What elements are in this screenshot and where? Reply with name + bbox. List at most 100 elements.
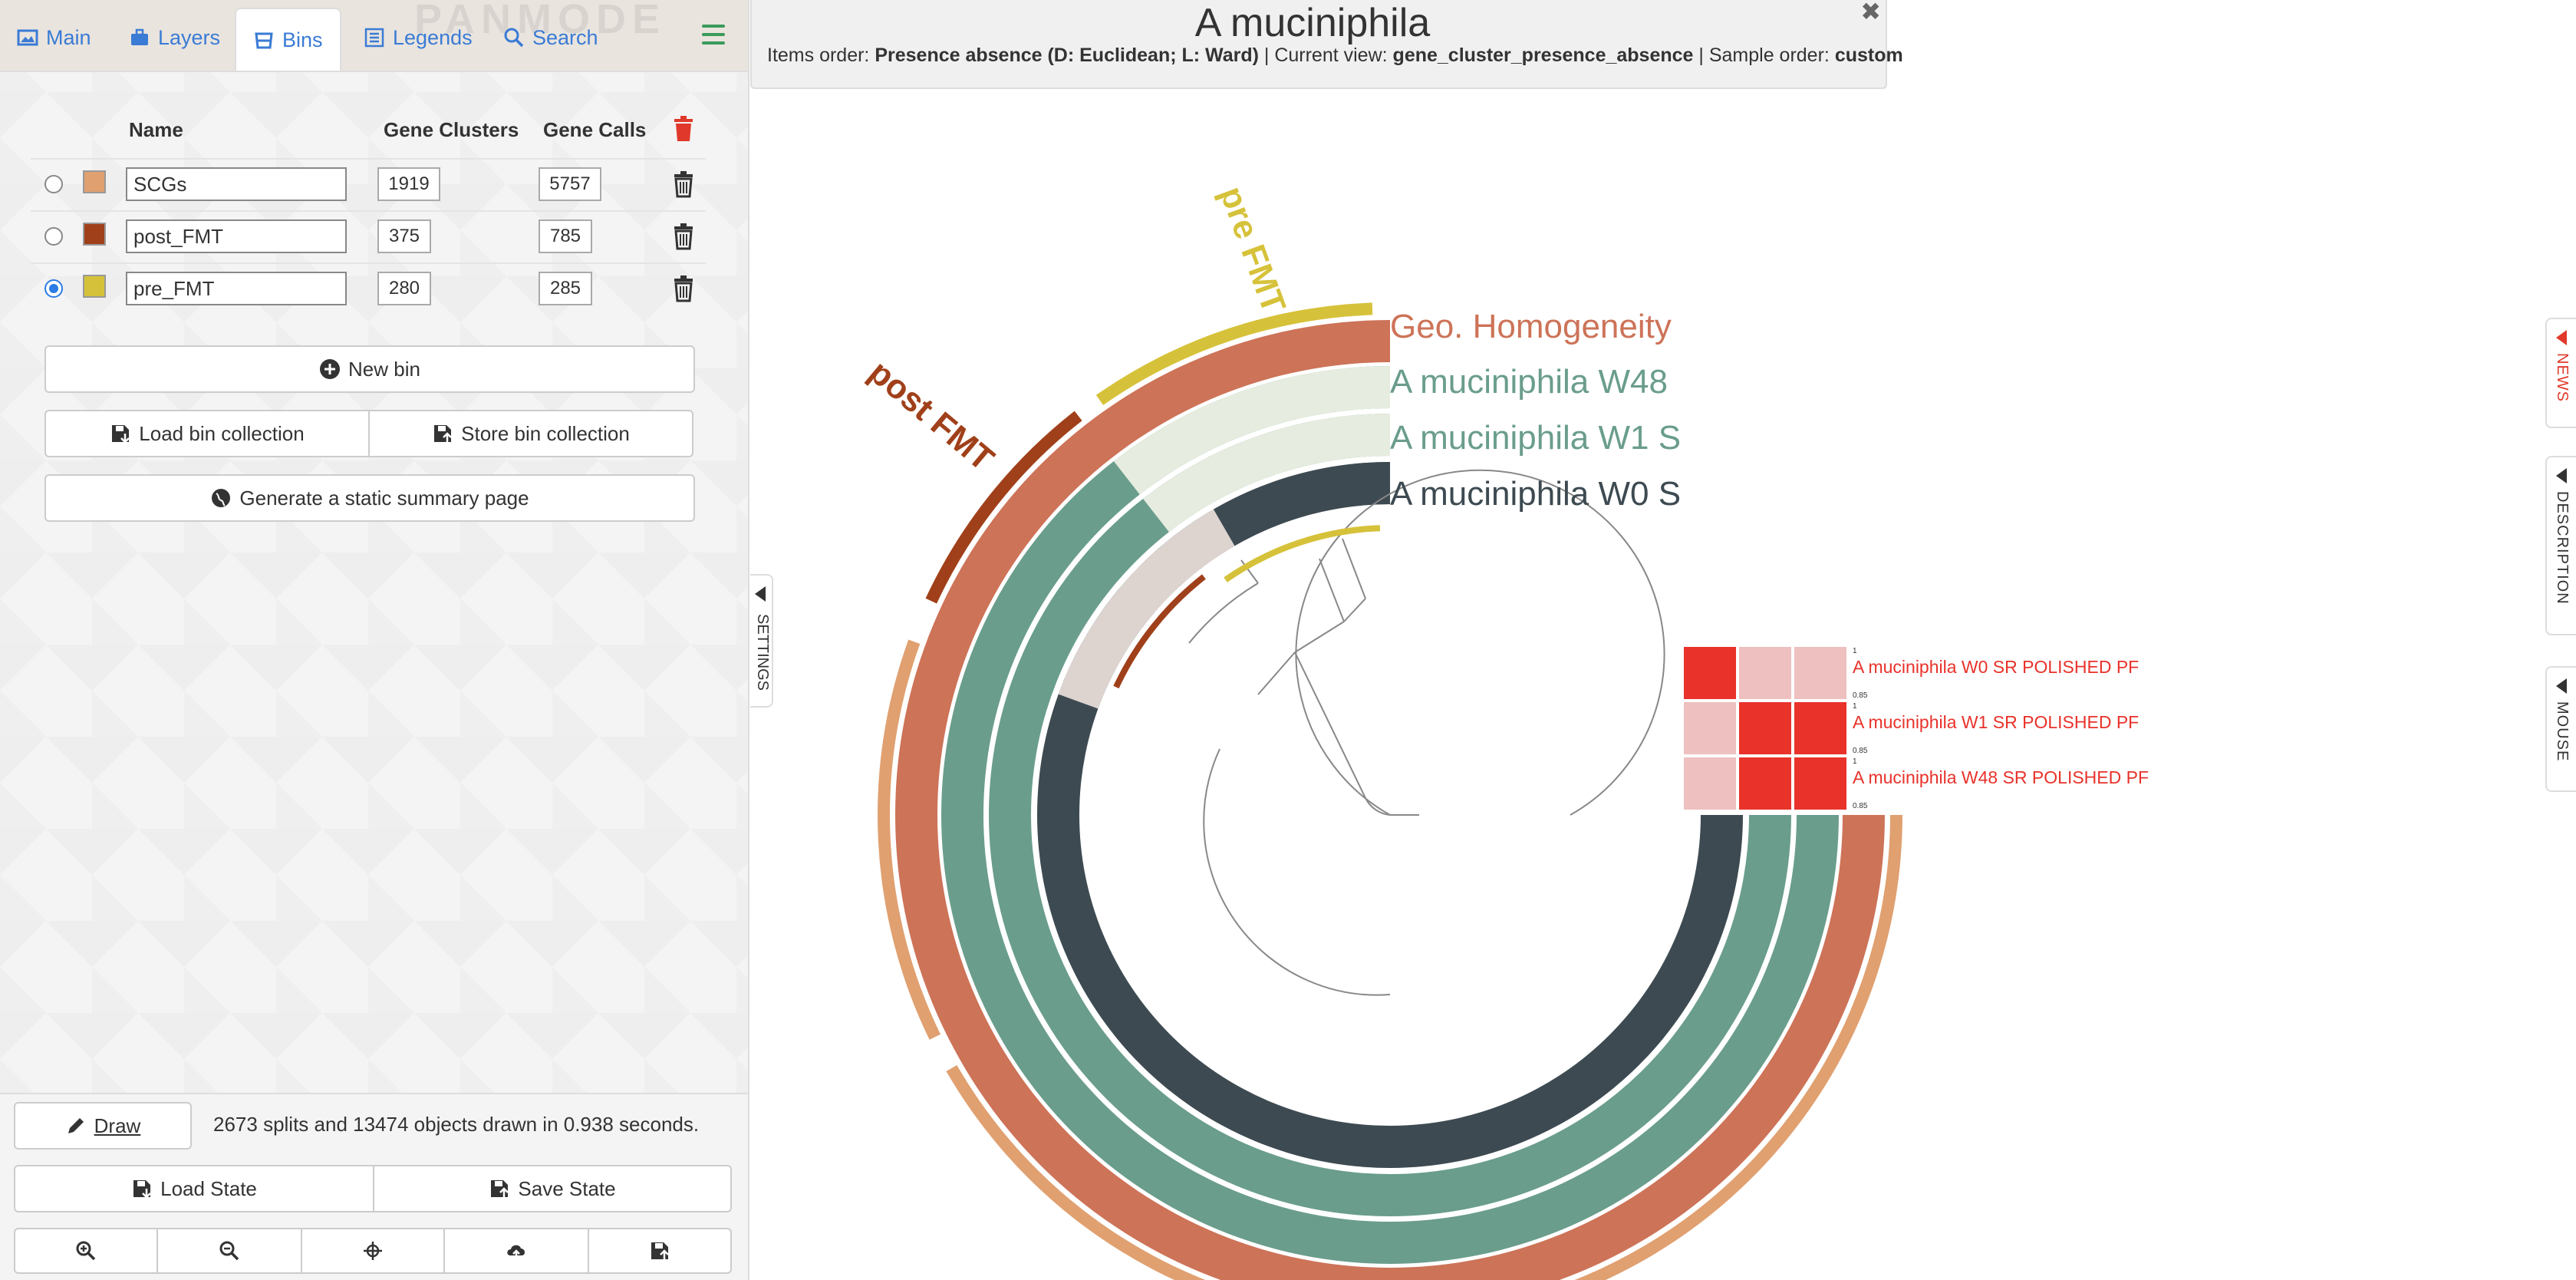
arrow-left-icon bbox=[2556, 330, 2567, 345]
heatmap-row-label: A muciniphila W0 SR POLISHED PF bbox=[1853, 657, 2139, 677]
save-svg-button[interactable] bbox=[588, 1228, 732, 1274]
search-icon bbox=[504, 28, 524, 48]
bin-row: post_FMT 375 785 bbox=[31, 210, 706, 264]
draw-status: 2673 splits and 13474 objects drawn in 0… bbox=[213, 1113, 700, 1136]
settings-toggle[interactable]: SETTINGS bbox=[750, 574, 773, 708]
cloud-upload-icon bbox=[507, 1245, 525, 1260]
tab-main[interactable]: Main bbox=[17, 20, 91, 55]
store-collection-label: Store bin collection bbox=[461, 421, 630, 445]
side-tab-mouse[interactable]: MOUSE bbox=[2545, 666, 2576, 792]
w48-ring-light-segment bbox=[1113, 366, 1390, 495]
zoom-in-button[interactable] bbox=[14, 1228, 158, 1274]
trash-icon[interactable] bbox=[672, 170, 695, 198]
bin-icon bbox=[255, 32, 273, 49]
view-label: | Current view: bbox=[1258, 45, 1393, 66]
heatmap-cell bbox=[1794, 702, 1846, 754]
heatmap-cell bbox=[1794, 757, 1846, 810]
generate-summary-button[interactable]: Generate a static summary page bbox=[44, 474, 695, 522]
trash-icon[interactable] bbox=[672, 223, 695, 250]
heatmap-max-label: 1 bbox=[1853, 757, 1857, 766]
heatmap-cell bbox=[1739, 647, 1791, 699]
settings-label: SETTINGS bbox=[754, 614, 771, 691]
heatmap-max-label: 1 bbox=[1853, 647, 1857, 655]
menu-icon[interactable] bbox=[702, 25, 725, 50]
gene-clusters-count: 280 bbox=[377, 272, 431, 305]
heatmap-cell bbox=[1684, 702, 1736, 754]
heatmap-cell bbox=[1794, 647, 1846, 699]
upload-button[interactable] bbox=[443, 1228, 589, 1274]
image-icon bbox=[17, 29, 38, 46]
bin-radio[interactable] bbox=[44, 279, 63, 298]
heatmap-min-label: 0.85 bbox=[1853, 802, 1868, 810]
bin-radio[interactable] bbox=[44, 227, 63, 246]
load-bin-collection-button[interactable]: Load bin collection bbox=[44, 410, 370, 457]
save-state-label: Save State bbox=[518, 1176, 616, 1200]
layer-label: A muciniphila W0 S bbox=[1390, 475, 1681, 513]
tab-legends[interactable]: Legends bbox=[364, 20, 473, 55]
items-order-label: Items order: bbox=[767, 45, 875, 66]
bin-name-input[interactable]: post_FMT bbox=[126, 219, 347, 253]
gene-calls-count: 285 bbox=[539, 272, 592, 305]
left-panel: PANMODE Main Layers Bins Legends Search … bbox=[0, 0, 749, 1280]
bin-radio[interactable] bbox=[44, 175, 63, 193]
layer-label: A muciniphila W48 bbox=[1390, 363, 1668, 401]
save-state-button[interactable]: Save State bbox=[373, 1165, 732, 1212]
pre-fmt-bin-arc bbox=[1095, 302, 1373, 405]
side-tab-news[interactable]: NEWS bbox=[2545, 318, 2576, 428]
tab-bins[interactable]: Bins bbox=[235, 8, 341, 71]
close-icon[interactable]: ✖ bbox=[1860, 0, 1881, 25]
heatmap-cell bbox=[1739, 757, 1791, 810]
items-order-value: Presence absence (D: Euclidean; L: Ward) bbox=[875, 45, 1259, 66]
bin-color-swatch[interactable] bbox=[83, 223, 106, 246]
tab-layers[interactable]: Layers bbox=[129, 20, 220, 55]
trash-icon[interactable] bbox=[672, 275, 695, 302]
side-tab-description[interactable]: DESCRIPTION bbox=[2545, 456, 2576, 635]
panel-background bbox=[0, 0, 748, 1280]
center-button[interactable] bbox=[301, 1228, 445, 1274]
header-gene-calls: Gene Calls bbox=[543, 118, 647, 141]
bin-color-swatch[interactable] bbox=[83, 170, 106, 193]
heatmap-row-label: A muciniphila W1 SR POLISHED PF bbox=[1853, 712, 2139, 732]
pre-fmt-inner-arc bbox=[1224, 525, 1381, 582]
header-name: Name bbox=[129, 118, 183, 141]
tab-search[interactable]: Search bbox=[503, 20, 598, 55]
layer-label: A muciniphila W1 S bbox=[1390, 419, 1681, 457]
zoom-out-icon bbox=[219, 1241, 239, 1261]
bin-color-swatch[interactable] bbox=[83, 275, 106, 298]
tab-legends-label: Legends bbox=[393, 25, 473, 49]
title-info: Items order: Presence absence (D: Euclid… bbox=[767, 45, 1903, 67]
delete-all-trash-icon[interactable] bbox=[672, 115, 695, 143]
gene-clusters-count: 375 bbox=[377, 219, 431, 253]
description-label: DESCRIPTION bbox=[2554, 491, 2571, 605]
load-state-button[interactable]: Load State bbox=[14, 1165, 374, 1212]
new-bin-button[interactable]: New bin bbox=[44, 345, 695, 393]
gene-calls-count: 5757 bbox=[539, 167, 601, 201]
crosshair-icon bbox=[364, 1242, 382, 1260]
bin-name-input[interactable]: SCGs bbox=[126, 167, 347, 201]
w0-ring-light-segment bbox=[1058, 509, 1235, 709]
zoom-out-button[interactable] bbox=[156, 1228, 302, 1274]
load-icon bbox=[133, 1180, 151, 1199]
plus-circle-icon bbox=[320, 359, 341, 379]
tab-search-label: Search bbox=[532, 25, 598, 49]
bin-label: pre FMT bbox=[1213, 182, 1293, 318]
pencil-icon bbox=[68, 1118, 84, 1133]
bin-label: post FMT bbox=[862, 353, 1001, 478]
briefcase-icon bbox=[131, 28, 148, 45]
w0-ring-dark-segment bbox=[1214, 462, 1390, 546]
draw-button[interactable]: Draw bbox=[14, 1102, 192, 1150]
arrow-left-icon bbox=[755, 586, 766, 602]
bin-name-input[interactable]: pre_FMT bbox=[126, 272, 347, 305]
heatmap-row-label: A muciniphila W48 SR POLISHED PF bbox=[1853, 767, 2149, 787]
tab-layers-label: Layers bbox=[158, 25, 221, 49]
store-bin-collection-button[interactable]: Store bin collection bbox=[368, 410, 693, 457]
summary-label: Generate a static summary page bbox=[239, 486, 529, 510]
page-title: A muciniphila bbox=[1194, 1, 1431, 45]
heatmap-cell bbox=[1684, 757, 1736, 810]
tab-bins-label: Bins bbox=[282, 28, 323, 51]
layer-label: Geo. Homogeneity bbox=[1390, 308, 1672, 345]
bin-row: SCGs 1919 5757 bbox=[31, 158, 706, 212]
heatmap-cell bbox=[1684, 647, 1736, 699]
tab-bar: PANMODE Main Layers Bins Legends Search bbox=[0, 0, 748, 72]
